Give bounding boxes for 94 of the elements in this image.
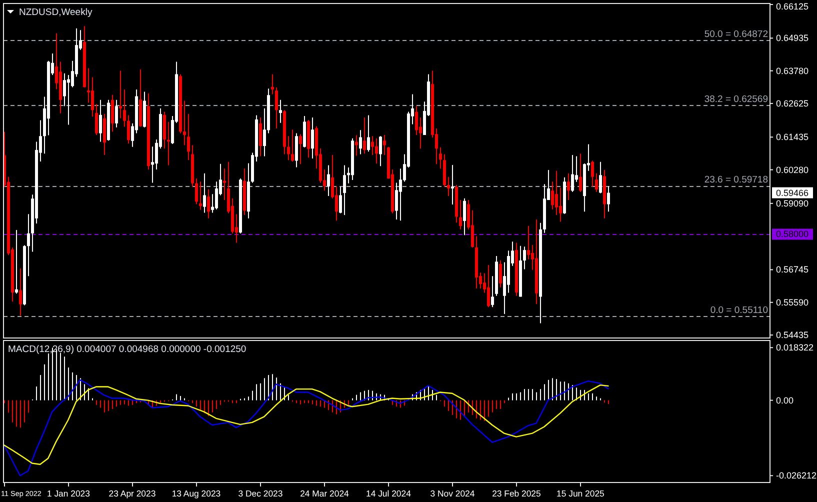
candlestick xyxy=(523,246,526,270)
candlestick xyxy=(499,260,502,288)
candlestick xyxy=(487,264,490,308)
ref-line-label: 38.2 = 0.62569 xyxy=(704,94,768,106)
candlestick xyxy=(451,164,454,206)
candlestick xyxy=(199,181,202,210)
candlestick xyxy=(359,130,362,155)
candlestick xyxy=(491,276,494,308)
ref-line-label: 0.58000 xyxy=(776,229,809,240)
candlestick xyxy=(459,200,462,230)
candlestick xyxy=(379,136,382,167)
y-tick-label: 0.63780 xyxy=(776,66,809,76)
candlestick xyxy=(279,99,282,124)
candlestick xyxy=(383,134,386,156)
candlestick xyxy=(463,198,466,236)
x-tick-label: 3 Nov 2024 xyxy=(430,488,475,498)
candlestick xyxy=(167,121,170,166)
candlestick xyxy=(599,161,602,194)
candlestick xyxy=(363,116,366,154)
y-tick-label: 0.55590 xyxy=(776,297,809,308)
x-tick-label: 3 Dec 2023 xyxy=(238,488,283,498)
x-tick-label: 1 Jan 2023 xyxy=(46,488,90,498)
y-tick-label: 0.62625 xyxy=(776,98,809,108)
candlestick xyxy=(311,116,314,159)
candlestick xyxy=(223,168,226,201)
candlestick xyxy=(195,178,198,205)
line-series xyxy=(4,384,609,465)
candlestick xyxy=(151,146,154,184)
candlestick xyxy=(327,164,330,197)
candlestick xyxy=(123,88,126,128)
candlestick xyxy=(259,116,262,157)
candlestick xyxy=(183,100,186,146)
y-tick-label: 0.66125 xyxy=(776,2,809,12)
candlestick xyxy=(19,268,22,316)
candlestick xyxy=(95,104,98,136)
candlestick xyxy=(287,136,290,161)
x-tick-label: 23 Feb 2025 xyxy=(492,488,542,498)
candlestick xyxy=(367,114,370,152)
text: 0.59466 xyxy=(776,188,809,198)
ref-line-label: 23.6 = 0.59718 xyxy=(704,174,768,186)
candlestick xyxy=(271,74,274,95)
x-tick-label: 24 Mar 2024 xyxy=(300,488,350,498)
y-tick-label: 0.018322 xyxy=(776,342,814,353)
candlestick xyxy=(299,134,302,165)
y-tick-label: 0.54435 xyxy=(776,330,809,340)
candlestick xyxy=(119,70,122,119)
y-tick-label: -0.026212 xyxy=(776,470,817,481)
candlestick xyxy=(99,99,102,142)
chart-title: NZDUSD,Weekly xyxy=(19,7,92,18)
candlestick xyxy=(567,172,570,201)
candlestick xyxy=(555,170,558,216)
candlestick xyxy=(375,138,378,164)
y-tick-label: 0.61435 xyxy=(776,132,809,142)
candlestick xyxy=(111,94,114,132)
candlestick xyxy=(371,136,374,156)
candlestick xyxy=(527,226,530,260)
y-tick-label: 0.00 xyxy=(776,395,794,406)
y-tick-label: 0.59090 xyxy=(776,198,809,208)
y-tick-label: 0.64935 xyxy=(776,33,809,44)
candlestick xyxy=(275,86,278,129)
candlestick xyxy=(187,114,190,161)
candlestick xyxy=(439,146,442,170)
candlestick xyxy=(415,106,418,136)
candlestick xyxy=(91,76,94,118)
candlestick xyxy=(63,72,66,107)
candlestick xyxy=(559,187,562,222)
candlestick xyxy=(215,181,218,210)
candlestick xyxy=(115,99,118,128)
candlestick xyxy=(203,172,206,214)
y-tick-label: 0.60280 xyxy=(776,164,809,175)
candlestick xyxy=(579,153,582,192)
x-tick-label: 14 Jul 2024 xyxy=(366,488,412,498)
ref-line-label: 0.0 = 0.55110 xyxy=(710,304,768,316)
candlestick xyxy=(551,181,554,210)
candlestick xyxy=(591,160,594,188)
candlestick xyxy=(339,186,342,214)
y-tick-label: 0.56745 xyxy=(776,264,809,275)
x-tick-label: 15 Jun 2025 xyxy=(556,488,605,498)
candlestick xyxy=(399,168,402,222)
candlestick xyxy=(447,176,450,197)
x-tick-label: 23 Apr 2023 xyxy=(108,488,156,498)
ref-line-label: 50.0 = 0.64872 xyxy=(704,28,768,40)
candlestick xyxy=(291,129,294,162)
x-tick-label: 13 Aug 2023 xyxy=(172,488,221,498)
candlestick xyxy=(27,214,30,277)
candlestick xyxy=(127,114,130,144)
candlestick xyxy=(15,229,18,294)
candlestick xyxy=(595,172,598,192)
line-series xyxy=(4,379,609,476)
candlestick xyxy=(343,164,346,216)
candlestick xyxy=(571,154,574,192)
candlestick xyxy=(395,182,398,220)
candlestick xyxy=(207,188,210,219)
candlestick xyxy=(607,186,610,212)
